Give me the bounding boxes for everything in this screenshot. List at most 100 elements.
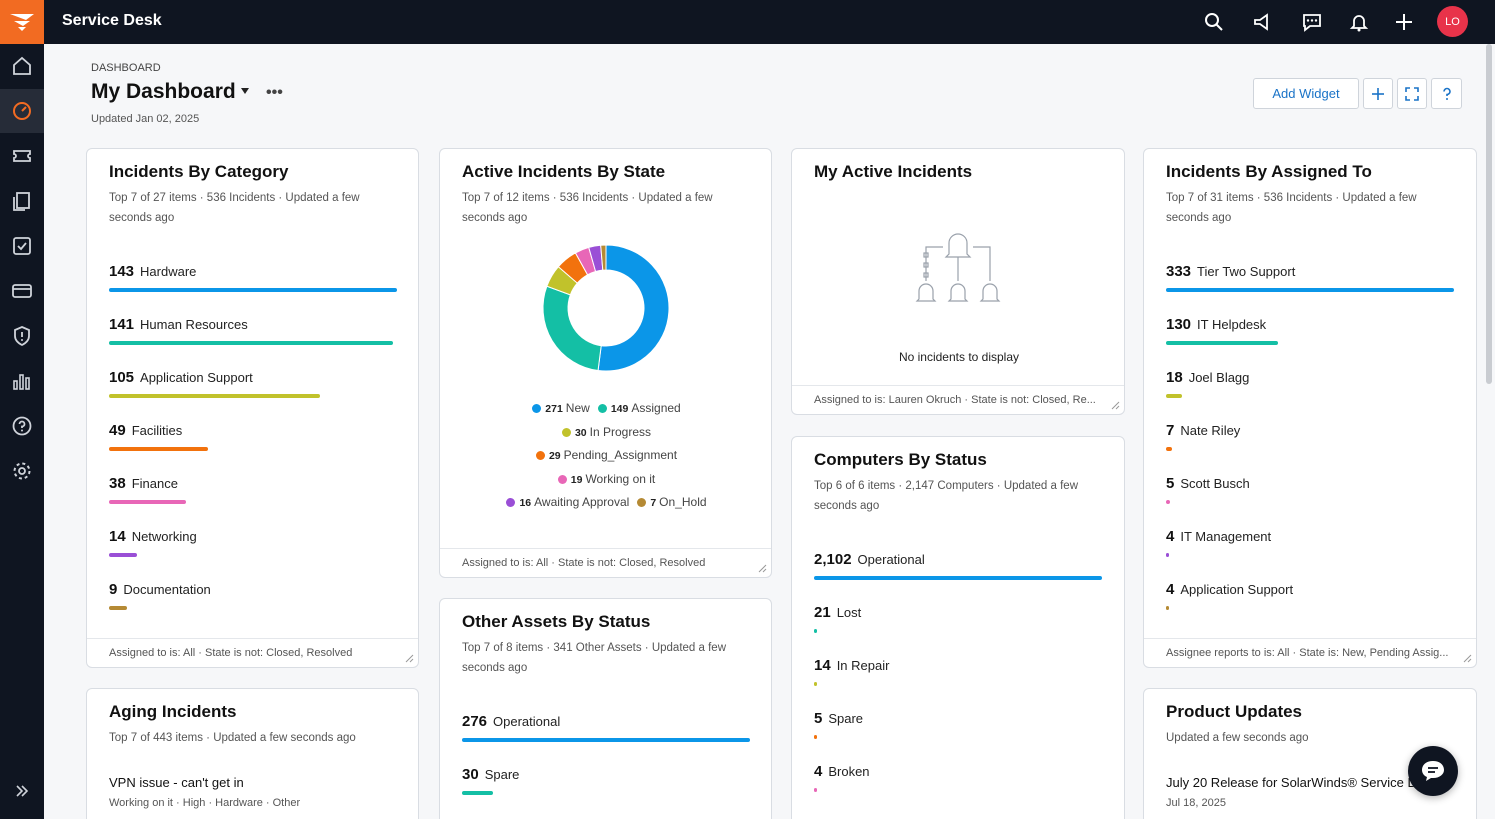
bar-row[interactable]: 4 Broken: [814, 763, 1102, 795]
chat-icon[interactable]: [1300, 10, 1324, 34]
resize-handle-icon[interactable]: [1110, 400, 1120, 410]
widget-incidents-by-category[interactable]: Incidents By Category Top 7 of 27 items …: [86, 148, 419, 668]
ticket-icon[interactable]: [0, 134, 44, 178]
legend-item[interactable]: 19 Working on it: [557, 472, 655, 486]
donut-slice-assigned[interactable]: [542, 285, 602, 372]
bar-row[interactable]: 38 Finance: [109, 475, 397, 507]
widget-aging-incidents[interactable]: Aging Incidents Top 7 of 443 items · Upd…: [86, 688, 419, 819]
bar-row[interactable]: 143 Hardware: [109, 263, 397, 295]
bar-row[interactable]: 14 In Repair: [814, 657, 1102, 689]
widget-title: Incidents By Category: [109, 162, 289, 181]
bar-row[interactable]: 4 Application Support: [1166, 581, 1454, 613]
bell-icon[interactable]: [1347, 10, 1371, 34]
expand-nav-icon[interactable]: [0, 769, 44, 813]
help-button[interactable]: [1431, 78, 1462, 109]
widget-computers-by-status[interactable]: Computers By Status Top 6 of 6 items · 2…: [791, 436, 1125, 819]
breadcrumb[interactable]: DASHBOARD: [91, 62, 161, 74]
bar-fill: [109, 341, 393, 345]
bar-label: Documentation: [123, 582, 211, 597]
tasks-icon[interactable]: [0, 224, 44, 268]
bar-row[interactable]: 14 Networking: [109, 528, 397, 560]
question-icon: [1442, 87, 1451, 100]
bar-label: Lost: [836, 605, 862, 620]
legend-row: 271 New 149 Assigned: [440, 401, 771, 415]
widget-title: My Active Incidents: [814, 162, 973, 181]
widget-incidents-by-assigned-to[interactable]: Incidents By Assigned To Top 7 of 31 ite…: [1143, 148, 1477, 668]
bar-row[interactable]: 5 Scott Busch: [1166, 475, 1454, 507]
bar-row[interactable]: 105 Application Support: [109, 369, 397, 401]
page-title: My Dashboard: [91, 80, 236, 103]
legend-item[interactable]: 30 In Progress: [561, 425, 651, 439]
bar-fill: [109, 447, 208, 451]
bar-row[interactable]: 130 IT Helpdesk: [1166, 316, 1454, 348]
legend-label: Awaiting Approval: [534, 495, 630, 509]
bar-label: In Repair: [836, 658, 890, 673]
donut-slice-new[interactable]: [597, 244, 670, 372]
bar-row[interactable]: 2,102 Operational: [814, 551, 1102, 583]
incident-link[interactable]: VPN issue - can't get in: [109, 775, 244, 790]
search-icon[interactable]: [1202, 10, 1226, 34]
dashboard-icon[interactable]: [0, 89, 44, 133]
legend-value: 30: [574, 426, 587, 439]
legend-item[interactable]: 271 New: [532, 401, 590, 415]
bar-value: 2,102: [814, 551, 852, 568]
widget-active-incidents-by-state[interactable]: Active Incidents By State Top 7 of 12 it…: [439, 148, 772, 578]
avatar[interactable]: LO: [1437, 6, 1468, 37]
legend-dot: [561, 427, 571, 437]
legend-row: 19 Working on it: [440, 472, 771, 486]
bar-row[interactable]: 141 Human Resources: [109, 316, 397, 348]
widget-other-assets-by-status[interactable]: Other Assets By Status Top 7 of 8 items …: [439, 598, 772, 819]
bar-row[interactable]: 333 Tier Two Support: [1166, 263, 1454, 295]
donut-slice-on-hold[interactable]: [600, 244, 607, 271]
bar-row[interactable]: 4 IT Management: [1166, 528, 1454, 560]
bar-row[interactable]: 49 Facilities: [109, 422, 397, 454]
help-icon[interactable]: [0, 404, 44, 448]
update-link[interactable]: July 20 Release for SolarWinds® Service …: [1166, 775, 1438, 790]
add-button[interactable]: [1363, 78, 1393, 109]
bar-row[interactable]: 7 Nate Riley: [1166, 422, 1454, 454]
bar-fill: [1166, 394, 1182, 398]
bar-row[interactable]: 30 Spare: [462, 766, 750, 798]
documents-icon[interactable]: [0, 179, 44, 223]
bar-row[interactable]: 276 Operational: [462, 713, 750, 745]
bar-row[interactable]: 21 Lost: [814, 604, 1102, 636]
plus-icon[interactable]: [1392, 10, 1416, 34]
legend-value: 271: [545, 403, 563, 415]
assets-icon[interactable]: [0, 269, 44, 313]
resize-handle-icon[interactable]: [404, 653, 414, 663]
add-widget-button[interactable]: Add Widget: [1253, 78, 1359, 109]
more-options-icon[interactable]: •••: [266, 84, 283, 101]
legend-row: 29 Pending_Assignment: [440, 448, 771, 462]
empty-state-text: No incidents to display: [898, 350, 1020, 364]
widget-subtitle: Top 6 of 6 items · 2,147 Computers · Upd…: [814, 480, 1078, 512]
resize-handle-icon[interactable]: [757, 563, 767, 573]
bar-value: 4: [1166, 528, 1175, 545]
legend-item[interactable]: 149 Assigned: [597, 401, 681, 415]
solarwinds-logo-icon[interactable]: [0, 0, 44, 44]
fullscreen-button[interactable]: [1397, 78, 1427, 109]
shield-icon[interactable]: [0, 314, 44, 358]
legend-item[interactable]: 29 Pending_Assignment: [535, 448, 677, 462]
bar-row[interactable]: 5 Spare: [814, 710, 1102, 742]
settings-icon[interactable]: [0, 449, 44, 493]
bar-value: 105: [109, 369, 135, 386]
chat-support-button[interactable]: [1408, 746, 1458, 796]
chevron-down-icon[interactable]: [241, 88, 249, 94]
bar-value: 141: [109, 316, 135, 333]
widget-filter-footer: Assigned to is: All · State is not: Clos…: [87, 638, 418, 667]
bar-label: Finance: [131, 476, 178, 491]
bar-row[interactable]: 18 Joel Blagg: [1166, 369, 1454, 401]
widget-product-updates[interactable]: Product Updates Updated a few seconds ag…: [1143, 688, 1477, 819]
widget-my-active-incidents[interactable]: My Active Incidents No incidents to disp…: [791, 148, 1125, 415]
legend-item[interactable]: 7 On_Hold: [637, 495, 707, 509]
reports-icon[interactable]: [0, 359, 44, 403]
legend-item[interactable]: 16 Awaiting Approval: [506, 495, 629, 509]
home-icon[interactable]: [0, 44, 44, 88]
plus-icon: [1372, 87, 1384, 100]
legend-dot: [637, 498, 647, 507]
scrollbar[interactable]: [1486, 44, 1492, 384]
resize-handle-icon[interactable]: [1462, 653, 1472, 663]
legend-value: 7: [650, 497, 657, 509]
announcement-icon[interactable]: [1250, 10, 1274, 34]
bar-row[interactable]: 9 Documentation: [109, 581, 397, 613]
